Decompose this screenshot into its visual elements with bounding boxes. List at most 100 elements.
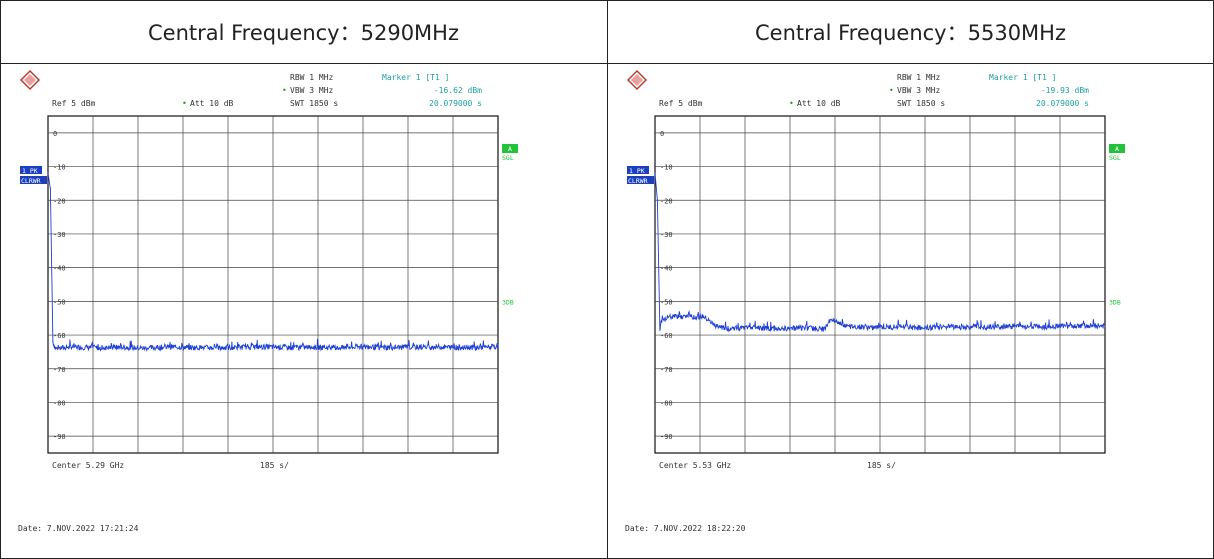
y-tick-label: -60 [660, 332, 673, 340]
y-tick-label: -60 [53, 332, 66, 340]
trace-point [497, 346, 499, 348]
trace-point [54, 347, 56, 350]
trace-point [829, 319, 831, 321]
swt-readout: SWT 1850 s [290, 99, 338, 108]
logo-diamond-inner [631, 74, 643, 86]
trace-point [715, 326, 717, 328]
trace-label: 1 PK [629, 167, 645, 175]
y-tick-label: -30 [53, 231, 66, 239]
trace-point [412, 346, 414, 348]
trace-point [921, 327, 924, 329]
trace-point [217, 347, 219, 349]
footer-center: Center 5.29 GHz [52, 461, 124, 470]
trace-point [47, 172, 49, 174]
panel-5290mhz: Central Frequency：5290MHz RBW 1 MHz • VBW … [18, 20, 518, 533]
trace-mode: CLRWR [628, 177, 648, 185]
att-dot-icon: • [789, 99, 794, 108]
trace-point [120, 346, 122, 348]
rbw-readout: RBW 1 MHz [897, 73, 941, 82]
badge-a [1109, 144, 1125, 153]
att-readout: Att 10 dB [190, 99, 234, 108]
trace-point [387, 346, 390, 349]
spectrum-trace [654, 173, 1106, 333]
swt-readout: SWT 1850 s [897, 99, 945, 108]
rohde-schwarz-logo-icon [19, 69, 41, 91]
trace-point [339, 347, 341, 349]
y-tick-label: -70 [53, 366, 66, 374]
trace-point [751, 327, 753, 329]
badge-a-label: A [508, 145, 512, 153]
y-tick-label: -80 [660, 399, 673, 407]
trace-point [994, 326, 997, 328]
trace-point [71, 346, 73, 348]
trace-point [848, 326, 851, 328]
date-stamp: Date: 7.NOV.2022 17:21:24 [18, 524, 139, 533]
vbw-dot-icon: • [282, 86, 287, 95]
marker-time-readout: 20.079000 s [429, 99, 482, 108]
trace-point [169, 346, 171, 348]
marker-readout: Marker 1 [T1 ] [382, 73, 449, 82]
trace-point [703, 315, 705, 318]
trace-label-badge [627, 166, 649, 174]
marker-time-readout: 20.079000 s [1036, 99, 1089, 108]
marker-level-readout: -19.93 dBm [1041, 86, 1089, 95]
trace-point [661, 317, 663, 319]
trace-point [314, 346, 317, 348]
y-tick-label: -30 [660, 231, 673, 239]
trace-point [52, 341, 54, 343]
trace-point [946, 326, 948, 328]
y-tick-label: 0 [53, 130, 57, 138]
trace-point [96, 347, 98, 349]
trace-point [800, 327, 802, 329]
footer-span: 185 s/ [867, 461, 896, 470]
trace-point [193, 346, 195, 349]
trace-label: 1 PK [22, 167, 38, 175]
trace-point [656, 199, 659, 201]
y-tick-label: -10 [53, 164, 66, 172]
att-dot-icon: • [182, 99, 187, 108]
table-left-rule [0, 0, 1, 559]
badge-a-label: A [1115, 145, 1119, 153]
spectrum-trace [47, 173, 499, 352]
y-tick-label: -90 [53, 433, 66, 441]
footer-span: 185 s/ [260, 461, 289, 470]
trace-mode-badge [627, 176, 654, 184]
trace-point [1019, 325, 1021, 327]
trace-point [970, 326, 972, 328]
date-stamp: Date: 7.NOV.2022 18:22:20 [625, 524, 746, 533]
table-middle-rule [607, 0, 608, 559]
trace-point [897, 326, 899, 328]
footer-center: Center 5.53 GHz [659, 461, 731, 470]
trace-point [241, 346, 244, 348]
badge-sgl-label: SGL [1109, 154, 1121, 162]
badge-sgl-label: SGL [502, 154, 514, 162]
trace-point [460, 346, 463, 349]
y-tick-label: -50 [660, 298, 673, 306]
trace-point [776, 328, 778, 330]
y-tick-label: -50 [53, 298, 66, 306]
y-tick-label: 0 [660, 130, 664, 138]
trace-point [654, 172, 656, 174]
trace-point [363, 346, 365, 348]
trace-point [436, 346, 438, 348]
side-3db-label: 3DB [502, 298, 514, 306]
trace-point [659, 327, 661, 329]
y-tick-label: -90 [660, 433, 673, 441]
rohde-schwarz-logo-icon [626, 69, 648, 91]
vbw-dot-icon: • [889, 86, 894, 95]
y-tick-label: -10 [660, 164, 673, 172]
ref-readout: Ref 5 dBm [52, 99, 96, 108]
logo-diamond-inner [24, 74, 36, 86]
trace-point [873, 327, 875, 329]
y-tick-label: -20 [53, 197, 66, 205]
panel-heading: Central Frequency：5290MHz [147, 20, 459, 45]
ref-readout: Ref 5 dBm [659, 99, 703, 108]
marker-readout: Marker 1 [T1 ] [989, 73, 1056, 82]
trace-point [485, 346, 487, 348]
side-3db-label: 3DB [1109, 298, 1121, 306]
y-tick-label: -20 [660, 197, 673, 205]
y-tick-label: -40 [53, 265, 66, 273]
